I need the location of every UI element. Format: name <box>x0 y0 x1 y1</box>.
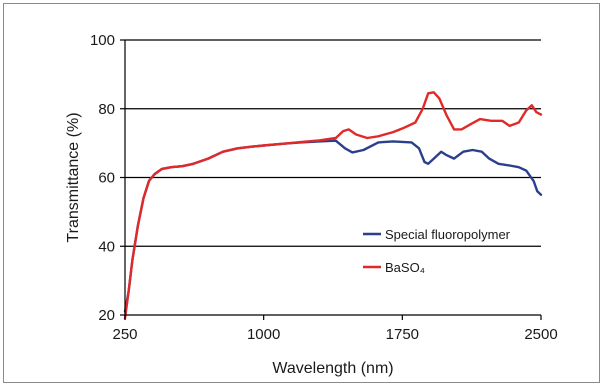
legend-label-0: Special fluoropolymer <box>385 227 511 242</box>
x-tick-label: 2500 <box>524 326 557 343</box>
y-axis-label: Transmittance (%) <box>65 112 82 242</box>
y-tick-label: 80 <box>98 101 115 118</box>
chart-frame: 20 40 60 80 100 250 1000 1750 2500 Transmittanc… <box>3 3 600 383</box>
legend: Special fluoropolymer BaSO₄ <box>363 227 511 275</box>
x-tick-label: 250 <box>112 326 137 343</box>
x-tick-label: 1750 <box>386 326 419 343</box>
x-axis-label: Wavelength (nm) <box>272 360 393 377</box>
x-tick-label: 1000 <box>247 326 280 343</box>
y-tick-label: 40 <box>98 238 115 255</box>
y-tick-labels: 20 40 60 80 100 <box>90 32 115 324</box>
y-tick-label: 20 <box>98 307 115 324</box>
series-line-1 <box>123 91 543 320</box>
legend-label-1: BaSO₄ <box>385 260 425 275</box>
y-tick-label: 60 <box>98 170 115 187</box>
y-tick-label: 100 <box>90 32 115 49</box>
grid-lines <box>125 39 541 247</box>
x-tick-labels: 250 1000 1750 2500 <box>112 326 557 343</box>
series-layer <box>123 91 543 320</box>
transmittance-chart: 20 40 60 80 100 250 1000 1750 2500 Transmittanc… <box>65 32 557 377</box>
axes <box>120 39 542 320</box>
